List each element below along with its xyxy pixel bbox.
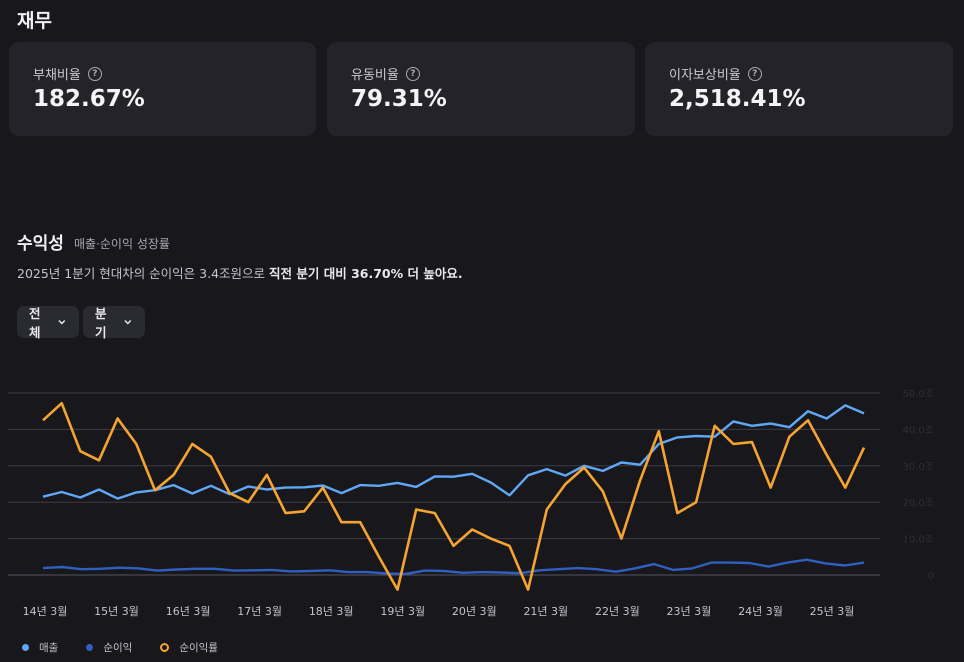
legend-label-net-income: 순이익 (103, 642, 133, 654)
debt-ratio-label: 부채비율 (33, 68, 81, 83)
x-tick-label: 19년 3월 (380, 605, 425, 618)
x-tick-label: 17년 3월 (237, 605, 282, 618)
current-ratio-card: 유동비율 ? 79.31% (327, 42, 635, 136)
debt-ratio-card: 부채비율 ? 182.67% (9, 42, 316, 136)
current-ratio-label-row: 유동비율 ? (351, 64, 420, 83)
current-ratio-label: 유동비율 (351, 68, 399, 83)
legend-item-revenue[interactable]: 매출 (22, 640, 58, 655)
legend-item-net-income[interactable]: 순이익 (86, 640, 132, 655)
y-tick-label: 40.0조 (903, 425, 934, 436)
help-icon[interactable]: ? (747, 66, 762, 81)
net-income-rate-line[interactable] (42, 401, 866, 591)
chevron-down-icon (58, 320, 66, 325)
profitability-title: 수익성 (17, 234, 64, 254)
help-icon[interactable]: ? (405, 66, 420, 81)
x-tick-label: 15년 3월 (94, 605, 139, 618)
chart-ticks: 0 10.0조 20.0조 30.0조 40.0조 50.0조 14년 3월 15년 3월 16… (23, 389, 934, 618)
y-tick-label: 30.0조 (903, 462, 934, 473)
interest-coverage-label-row: 이자보상비율 ? (669, 64, 762, 83)
x-tick-label: 22년 3월 (595, 605, 640, 618)
net-income-line[interactable] (42, 558, 865, 576)
y-tick-label: 0 (928, 571, 934, 582)
x-tick-label: 20년 3월 (452, 605, 497, 618)
profitability-chart: 0 10.0조 20.0조 30.0조 40.0조 50.0조 14년 3월 15년 3월 16… (8, 389, 934, 618)
finance-title: 재무 (17, 10, 52, 32)
x-tick-label: 21년 3월 (523, 605, 568, 618)
net-income-rate-ring-icon (160, 643, 170, 652)
unit-filter-dropdown[interactable]: 분기 (83, 306, 145, 340)
debt-ratio-value: 182.67% (33, 86, 145, 112)
net-income-dot-icon (86, 644, 94, 651)
summary-text: 2025년 1분기 현대차의 순이익은 3.4조원으로 (17, 266, 270, 281)
chevron-down-icon (124, 320, 132, 325)
legend-label-revenue: 매출 (39, 642, 59, 654)
x-tick-label: 18년 3월 (309, 605, 354, 618)
debt-ratio-label-row: 부채비율 ? (33, 64, 102, 83)
interest-coverage-value: 2,518.41% (669, 86, 806, 112)
revenue-dot-icon (22, 644, 29, 651)
legend-item-net-income-rate[interactable]: 순이익률 (160, 640, 218, 655)
interest-coverage-card: 이자보상비율 ? 2,518.41% (645, 42, 953, 136)
x-tick-label: 16년 3월 (166, 605, 211, 618)
x-tick-label: 23년 3월 (667, 605, 712, 618)
profitability-summary: 2025년 1분기 현대차의 순이익은 3.4조원으로 직전 분기 대비 36.… (17, 263, 463, 282)
chart-series (42, 401, 866, 591)
chart-grid (8, 392, 880, 576)
revenue-line[interactable] (42, 404, 865, 500)
help-icon[interactable]: ? (87, 66, 102, 81)
chart-legend: 매출 순이익 순이익률 (22, 640, 246, 655)
period-filter-label: 전체 (29, 306, 41, 340)
period-filter-dropdown[interactable]: 전체 (17, 306, 79, 340)
summary-highlight: 직전 분기 대비 36.70% 더 높아요. (269, 266, 463, 281)
y-tick-label: 10.0조 (903, 535, 934, 546)
interest-coverage-label: 이자보상비율 (669, 68, 741, 83)
legend-label-net-income-rate: 순이익률 (179, 642, 218, 654)
profitability-subtitle: 매출·순이익 성장률 (74, 237, 170, 251)
x-tick-label: 14년 3월 (23, 605, 68, 618)
x-tick-label: 24년 3월 (738, 605, 783, 618)
x-tick-label: 25년 3월 (810, 605, 855, 618)
unit-filter-label: 분기 (95, 306, 107, 340)
y-tick-label: 20.0조 (903, 498, 934, 509)
current-ratio-value: 79.31% (351, 86, 447, 112)
y-tick-label: 50.0조 (903, 389, 934, 400)
